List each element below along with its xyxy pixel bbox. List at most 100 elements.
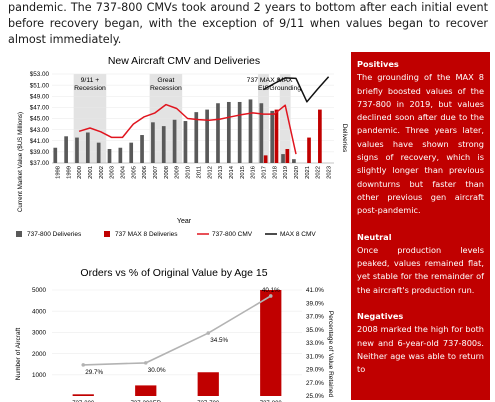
x-tick-label: 1999 — [66, 166, 72, 179]
orders-bar — [135, 385, 157, 396]
x-tick-label: 2012 — [207, 166, 213, 179]
chart1-y-axis-label: Current Market Value ($US Millions) — [17, 112, 24, 212]
y2-tick-label: 37.0% — [306, 314, 324, 321]
bar-737-800-deliveries — [85, 132, 90, 163]
x-tick-label: 2015 — [240, 166, 246, 179]
x-tick-label: 2008 — [164, 166, 170, 179]
bar-737-800-deliveries — [140, 135, 144, 163]
bar-737-800-deliveries — [248, 99, 253, 163]
x-tick-label: 2021 — [305, 166, 311, 179]
negatives-text: 2008 marked the high for both new and 6-… — [357, 324, 484, 375]
value-retained-polyline — [83, 295, 272, 366]
y-tick-label: $49.00 — [30, 93, 50, 100]
x-tick-label: 2014 — [229, 165, 235, 179]
y-tick-label: $37.00 — [30, 160, 50, 167]
y-tick-label: 5000 — [32, 287, 47, 294]
bar-max8-deliveries — [263, 155, 268, 163]
orders-value-chart: Orders vs % of Original Value by Age 15 … — [15, 267, 334, 402]
value-retained-label: 34.5% — [210, 337, 228, 344]
y-tick-label: $43.00 — [30, 127, 50, 134]
bar-737-800-deliveries — [194, 112, 199, 163]
value-retained-line: 29.7% 30.0% 34.5% 40.1% — [81, 287, 280, 376]
chart1-legend: 737-800 Deliveries 737 MAX 8 Deliveries 73… — [16, 231, 316, 238]
x-tick-label: 2019 — [283, 166, 289, 179]
value-retained-label: 40.1% — [262, 287, 280, 294]
x-tick-label: 2009 — [175, 166, 181, 179]
line-737-800-cmv — [78, 103, 297, 155]
x-tick-label: 2010 — [186, 166, 192, 179]
event-band-label: 737 MAX 8 EIS — [247, 77, 281, 92]
x-tick-label: 2013 — [218, 166, 224, 179]
x-tick-label: 2004 — [121, 165, 127, 179]
orders-bars — [72, 290, 282, 396]
event-band-label: 9/11 + Recession — [74, 77, 106, 92]
x-tick-label: 2017 — [262, 166, 268, 179]
x-tick-label: 2006 — [142, 166, 148, 179]
intro-paragraph: pandemic. The 737-800 CMVs took around 2… — [8, 1, 488, 46]
chart2-title: Orders vs % of Original Value by Age 15 — [80, 267, 267, 279]
x-tick-label: 2005 — [131, 166, 137, 179]
chart1-y-tick-labels: $53.00 $51.00 $49.00 $47.00 $45.00 $43.00 $41.… — [30, 71, 50, 167]
bar-737-800-deliveries — [183, 121, 188, 163]
x-tick-label: 2007 — [153, 166, 159, 179]
legend-label: 737-800 CMV — [212, 231, 253, 238]
legend-swatch — [16, 231, 22, 237]
x-tick-label: 2022 — [316, 166, 322, 179]
bar-737-800-deliveries — [53, 147, 58, 163]
y2-tick-label: 39.0% — [306, 300, 324, 307]
orders-bar — [260, 290, 282, 396]
chart2-y-tick-labels: 5000 4000 3000 2000 1000 — [32, 287, 47, 379]
negatives-heading: Negatives — [357, 311, 404, 322]
x-tick-label: 2001 — [88, 166, 94, 179]
event-band-label-line: 737 MAX 8 — [247, 77, 281, 84]
y2-tick-label: 33.0% — [306, 340, 324, 347]
bar-737-800-deliveries — [129, 142, 134, 163]
event-band-label-line: Grounding — [269, 85, 301, 92]
y2-tick-label: 25.0% — [306, 393, 324, 400]
chart1-x-tick-labels: 1998 1999 2000 2001 2002 2003 2004 2005 2006 2007… — [55, 165, 332, 179]
x-tick-label: 2018 — [272, 166, 278, 179]
event-band-label-line: Recession — [74, 85, 106, 92]
chart2-y2-tick-labels: 41.0% 39.0% 37.0% 35.0% 33.0% 31.0% 29.0% 27.0%… — [306, 287, 324, 400]
y-tick-label: 1000 — [32, 372, 47, 379]
y-tick-label: $39.00 — [30, 149, 50, 156]
event-band-label: MAX Grounding — [269, 77, 301, 92]
x-tick-label: 2003 — [110, 166, 116, 179]
chart2-y-axis-label: Number of Aircraft — [15, 328, 22, 381]
event-band-label-line: Recession — [150, 85, 182, 92]
neutral-heading: Neutral — [357, 231, 392, 242]
bar-737-800-deliveries — [161, 126, 166, 163]
y-tick-label: $47.00 — [30, 105, 50, 112]
value-retained-point — [143, 361, 148, 365]
y2-tick-label: 31.0% — [306, 353, 324, 360]
bar-737-800-deliveries — [118, 147, 123, 163]
neutral-text: Once production levels peaked, values re… — [357, 244, 484, 295]
bar-737-800-deliveries — [281, 154, 285, 163]
event-band-label-line: 9/11 + — [81, 77, 100, 84]
bar-737-800-deliveries — [237, 101, 242, 163]
value-retained-point — [81, 363, 86, 367]
bar-737-800-deliveries — [216, 103, 220, 163]
orders-bar — [197, 372, 219, 396]
value-retained-point — [206, 331, 211, 335]
bar-737-800-deliveries — [75, 137, 79, 163]
event-band-label-line: MAX — [278, 77, 293, 84]
line-max8-cmv — [263, 76, 330, 103]
legend-swatch — [104, 231, 110, 237]
x-tick-label: 2023 — [327, 166, 333, 179]
y-tick-label: 4000 — [32, 308, 47, 315]
event-band-label-line: EIS — [258, 85, 269, 92]
legend-label: 737-800 Deliveries — [27, 231, 82, 238]
value-retained-label: 29.7% — [85, 369, 103, 376]
y-tick-label: $51.00 — [30, 82, 50, 89]
legend-label: MAX 8 CMV — [280, 231, 316, 238]
positives-heading: Positives — [357, 59, 399, 69]
x-tick-label: 2011 — [196, 166, 202, 178]
value-retained-label: 30.0% — [148, 367, 166, 374]
y2-tick-label: 35.0% — [306, 327, 324, 334]
bar-737-800-deliveries — [151, 122, 155, 163]
bar-max8-deliveries — [274, 109, 279, 163]
y-tick-label: $41.00 — [30, 138, 50, 145]
delivery-bars — [53, 99, 322, 163]
x-tick-label: 2016 — [251, 166, 257, 179]
